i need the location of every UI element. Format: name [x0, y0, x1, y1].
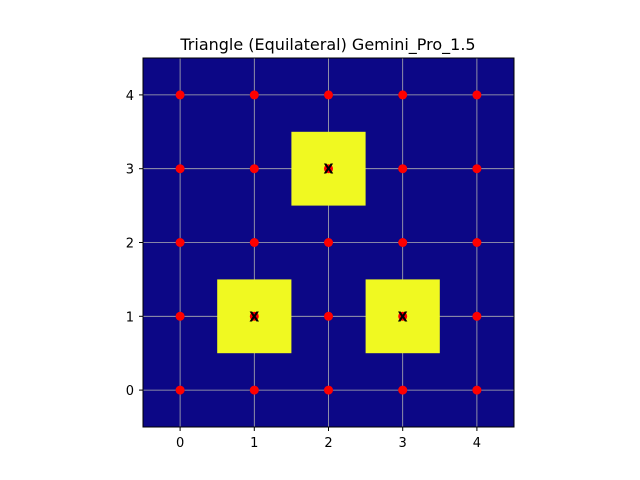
point-2-2 [324, 238, 333, 247]
point-0-4 [175, 90, 185, 100]
cell-marker-1: X [398, 310, 408, 325]
point-0-0 [175, 385, 185, 395]
x-tick-label-3: 3 [399, 436, 407, 451]
axes: 0 1 2 3 4 0 1 2 3 4 [126, 57, 515, 451]
point-0-3 [175, 164, 185, 174]
y-tick-label-2: 2 [126, 237, 134, 252]
point-2-1 [324, 311, 333, 321]
x-tick-label-2: 2 [324, 436, 332, 451]
y-tick-label-4: 4 [126, 89, 134, 104]
point-4-4 [472, 90, 482, 100]
points [175, 90, 482, 395]
point-4-1 [472, 311, 482, 321]
point-0-2 [175, 238, 185, 247]
point-3-4 [398, 90, 408, 100]
point-3-1 [398, 311, 408, 321]
x-tick-label-1: 1 [250, 436, 258, 451]
y-tick-label-3: 3 [126, 163, 134, 178]
point-4-2 [472, 238, 482, 247]
point-2-4 [324, 90, 333, 100]
point-3-2 [398, 238, 408, 247]
point-4-0 [472, 385, 482, 395]
y-tick-label-0: 0 [126, 384, 134, 399]
point-1-1 [249, 311, 259, 321]
x-tick-label-4: 4 [473, 436, 481, 451]
chart-title: Triangle (Equilateral) Gemini_Pro_1.5 [179, 35, 475, 55]
y-tick-label-1: 1 [126, 310, 134, 325]
point-4-3 [472, 164, 482, 174]
point-2-3 [324, 164, 333, 174]
point-1-0 [249, 385, 259, 395]
point-3-0 [398, 385, 408, 395]
point-3-3 [398, 164, 408, 174]
point-0-1 [175, 311, 185, 321]
cell-marker-2: X [323, 163, 333, 178]
cell-marker-0: X [249, 310, 259, 325]
point-1-3 [249, 164, 259, 174]
x-tick-label-0: 0 [176, 436, 184, 451]
point-1-4 [249, 90, 259, 100]
point-2-0 [324, 385, 333, 395]
point-1-2 [249, 238, 259, 247]
